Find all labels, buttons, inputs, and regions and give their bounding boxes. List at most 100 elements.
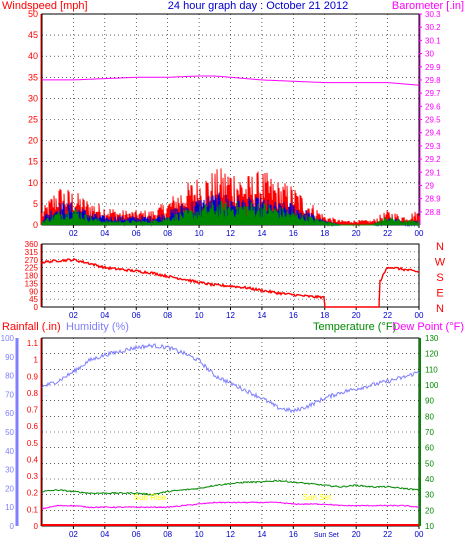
rainfall-y-tick-label: 1.1 bbox=[27, 339, 39, 348]
direction-y-tick-label: 360 bbox=[25, 240, 39, 249]
wind-y-tick-label: 5 bbox=[33, 199, 38, 209]
environment-x-tick-label: 10 bbox=[195, 530, 204, 539]
humidity-y-tick-label: 50 bbox=[5, 428, 14, 437]
wind-y-tick-label: 20 bbox=[28, 136, 38, 146]
humidity-y-tick-label: 40 bbox=[5, 447, 14, 456]
humidity-y-tick-label: 100 bbox=[1, 334, 15, 343]
wind-y-tick-label: 40 bbox=[28, 51, 38, 61]
wind-y-tick-label: 15 bbox=[28, 157, 38, 167]
temperature-y-tick-label: 20 bbox=[425, 506, 434, 515]
humidity-y-tick-label: 80 bbox=[5, 372, 14, 381]
wind-x-tick-label: 04 bbox=[100, 229, 109, 238]
humidity-y-tick-label: 90 bbox=[5, 353, 14, 362]
barometer-y-tick-label: 29.6 bbox=[425, 102, 441, 111]
direction-y-tick-label: 180 bbox=[25, 272, 39, 281]
wind-y-tick-label: 25 bbox=[28, 115, 38, 125]
chart-title: 24 hour graph day : October 21 2012 bbox=[168, 0, 348, 12]
wind-x-tick-label: 08 bbox=[163, 229, 172, 238]
barometer-y-tick-label: 29.1 bbox=[425, 168, 441, 177]
humidity-y-tick-label: 0 bbox=[10, 522, 15, 531]
temperature-y-tick-label: 10 bbox=[425, 522, 434, 531]
direction-x-tick-label: 04 bbox=[100, 311, 109, 320]
sunset-x-label: Sun Set bbox=[314, 532, 339, 539]
temperature-y-tick-label: 50 bbox=[425, 459, 434, 468]
barometer-y-tick-label: 30.1 bbox=[425, 36, 441, 45]
humidity-y-tick-label: 70 bbox=[5, 390, 14, 399]
direction-x-tick-label: 12 bbox=[226, 311, 235, 320]
wind-speed-series bbox=[41, 201, 420, 227]
wind-y-tick-label: 35 bbox=[28, 72, 38, 82]
wind-direction-series bbox=[41, 257, 420, 308]
barometer-y-tick-label: 29.3 bbox=[425, 142, 441, 151]
direction-x-tick-label: 08 bbox=[163, 311, 172, 320]
environment-x-tick-label: 20 bbox=[352, 530, 361, 539]
barometer-y-tick-label: 29.4 bbox=[425, 129, 441, 138]
barometer-y-tick-label: 30.3 bbox=[425, 10, 441, 19]
wind-x-tick-label: 18 bbox=[320, 229, 329, 238]
direction-y-tick-label: 0 bbox=[34, 303, 39, 312]
rainfall-y-tick-label: 0.4 bbox=[27, 455, 39, 464]
environment-x-tick-label: 14 bbox=[257, 530, 266, 539]
temperature-y-tick-label: 80 bbox=[425, 412, 434, 421]
direction-x-tick-label: 22 bbox=[383, 311, 392, 320]
barometer-y-tick-label: 30.2 bbox=[425, 23, 441, 32]
temperature-y-tick-label: 110 bbox=[425, 365, 438, 374]
direction-x-tick-label: 00 bbox=[415, 311, 424, 320]
temperature-y-tick-label: 130 bbox=[425, 334, 439, 343]
wind-x-tick-label: 14 bbox=[257, 229, 266, 238]
direction-y-tick-label: 45 bbox=[29, 295, 38, 304]
wind-axis-label: Windspeed [mph] bbox=[2, 0, 88, 12]
barometer-y-tick-label: 29.2 bbox=[425, 155, 441, 164]
direction-x-tick-label: 06 bbox=[132, 311, 141, 320]
wind-y-tick-label: 10 bbox=[28, 178, 38, 188]
environment-x-tick-label: 04 bbox=[100, 530, 109, 539]
environment-x-tick-label: 12 bbox=[226, 530, 235, 539]
wind-x-tick-label: 10 bbox=[195, 229, 204, 238]
environment-x-tick-label: 06 bbox=[132, 530, 141, 539]
direction-x-tick-label: 14 bbox=[257, 311, 266, 320]
temperature-y-tick-label: 60 bbox=[425, 444, 434, 453]
wind-x-tick-label: 00 bbox=[415, 229, 424, 238]
direction-y-tick-label: 90 bbox=[29, 287, 38, 296]
humidity-y-tick-label: 60 bbox=[5, 409, 14, 418]
direction-y-tick-label: 225 bbox=[25, 264, 39, 273]
wind-y-tick-label: 0 bbox=[33, 220, 38, 230]
barometer-y-tick-label: 29.7 bbox=[425, 89, 441, 98]
barometer-y-tick-label: 28.9 bbox=[425, 195, 441, 204]
direction-y-tick-label: 135 bbox=[25, 279, 39, 288]
humidity-y-tick-label: 10 bbox=[5, 503, 14, 512]
wind-x-tick-label: 06 bbox=[132, 229, 141, 238]
direction-x-tick-label: 16 bbox=[289, 311, 298, 320]
temperature-y-tick-label: 90 bbox=[425, 397, 434, 406]
rainfall-y-tick-label: 0.7 bbox=[27, 406, 39, 415]
temperature-axis-label: Temperature (°F) bbox=[313, 321, 396, 333]
barometer-axis-label: Barometer [.in] bbox=[392, 0, 464, 12]
direction-y-tick-label: 315 bbox=[25, 248, 39, 257]
direction-x-tick-label: 10 bbox=[195, 311, 204, 320]
humidity-y-tick-label: 30 bbox=[5, 466, 14, 475]
wind-x-tick-label: 12 bbox=[226, 229, 235, 238]
temperature-y-tick-label: 40 bbox=[425, 475, 434, 484]
temperature-y-tick-label: 100 bbox=[425, 381, 439, 390]
humidity-series bbox=[41, 343, 420, 414]
wind-y-tick-label: 30 bbox=[28, 93, 38, 103]
rainfall-y-tick-label: 0.3 bbox=[27, 472, 39, 481]
rainfall-y-tick-label: 0.9 bbox=[27, 372, 39, 381]
dewpoint-axis-label: Dew Point (°F) bbox=[392, 321, 464, 333]
direction-y-tick-label: 270 bbox=[25, 256, 39, 265]
humidity-axis-label: Humidity (%) bbox=[66, 321, 129, 333]
temperature-y-tick-label: 30 bbox=[425, 491, 434, 500]
barometer-y-tick-label: 29 bbox=[425, 181, 434, 190]
compass-label: E bbox=[436, 288, 443, 300]
barometer-y-tick-label: 28.8 bbox=[425, 208, 441, 217]
barometer-y-tick-label: 29.5 bbox=[425, 116, 441, 125]
compass-label: S bbox=[436, 272, 443, 284]
temperature-y-tick-label: 70 bbox=[425, 428, 434, 437]
wind-x-tick-label: 16 bbox=[289, 229, 298, 238]
rainfall-axis-label: Rainfall (.in) bbox=[2, 321, 61, 333]
barometer-y-tick-label: 29.9 bbox=[425, 63, 441, 72]
environment-x-tick-label: 00 bbox=[415, 530, 424, 539]
rainfall-y-tick-label: 1 bbox=[34, 356, 39, 365]
environment-x-tick-label: 08 bbox=[163, 530, 172, 539]
